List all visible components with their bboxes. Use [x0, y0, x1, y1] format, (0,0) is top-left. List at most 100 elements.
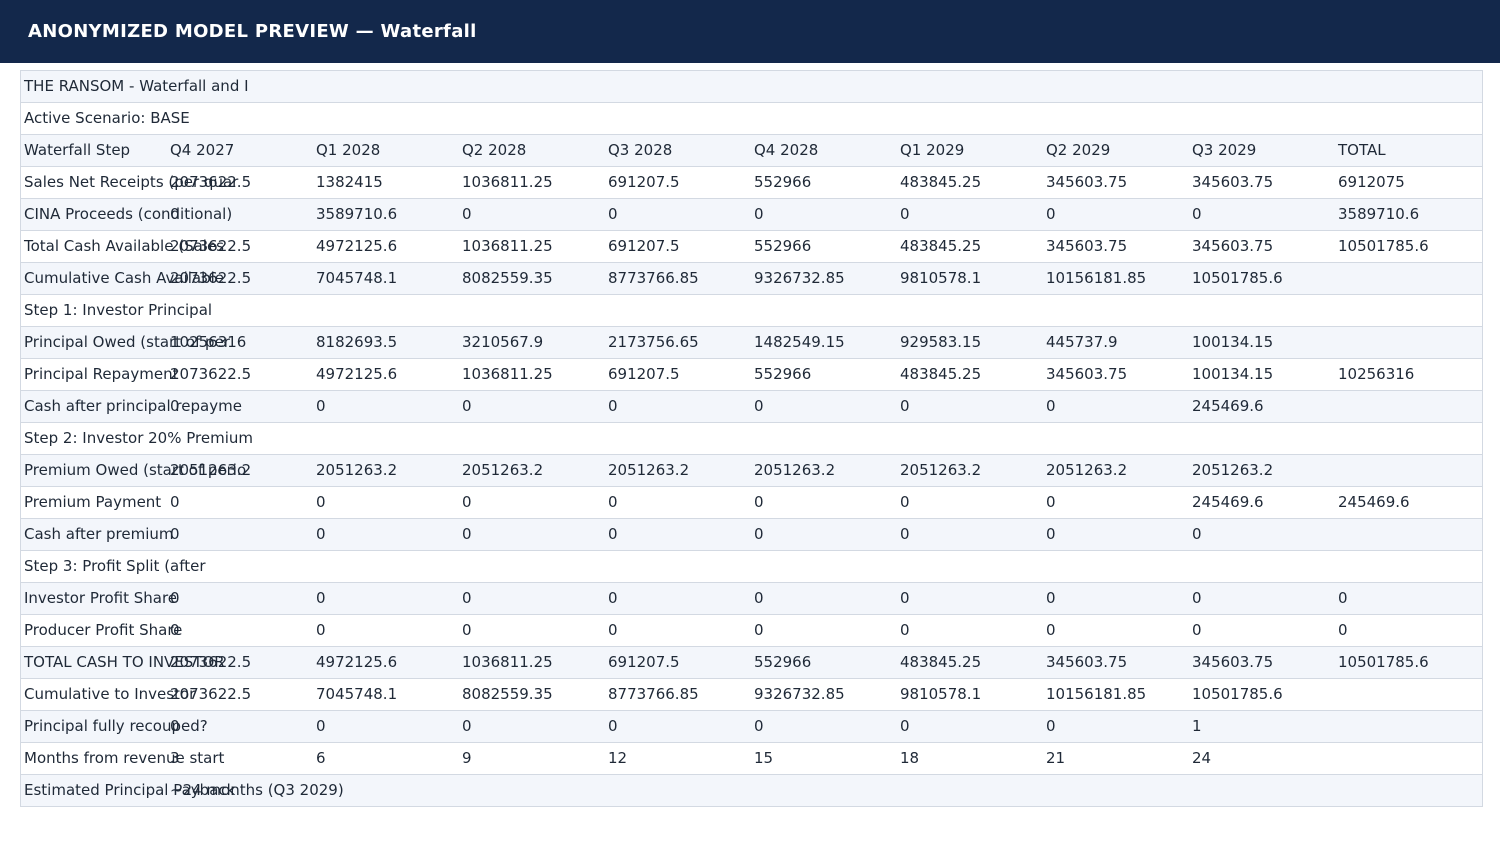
cell[interactable]: 345603.75	[1192, 237, 1274, 255]
cell[interactable]: 691207.5	[608, 237, 680, 255]
cell[interactable]: 2073622.5	[170, 237, 252, 255]
cell[interactable]: 0	[316, 493, 326, 511]
cell[interactable]: 2173756.65	[608, 333, 699, 351]
cell[interactable]: 3	[170, 749, 180, 767]
cell[interactable]: 2051263.2	[1192, 461, 1274, 479]
cell[interactable]: 0	[754, 717, 764, 735]
cell[interactable]: 0	[608, 621, 618, 639]
cell[interactable]: 10501785.6	[1192, 685, 1283, 703]
cell[interactable]: 15	[754, 749, 774, 767]
cell[interactable]: 2051263.2	[316, 461, 398, 479]
cell[interactable]: 8082559.35	[462, 269, 553, 287]
cell[interactable]: 552966	[754, 365, 812, 383]
cell[interactable]: 10156181.85	[1046, 685, 1147, 703]
cell[interactable]: 0	[1046, 397, 1056, 415]
cell[interactable]: 0	[316, 525, 326, 543]
cell[interactable]: 0	[170, 717, 180, 735]
cell[interactable]: 7045748.1	[316, 269, 398, 287]
cell[interactable]: 483845.25	[900, 365, 982, 383]
cell[interactable]: Step 2: Investor 20% Premium	[24, 429, 253, 447]
cell[interactable]: 8182693.5	[316, 333, 398, 351]
cell[interactable]: 10501785.6	[1338, 653, 1429, 671]
cell[interactable]: 483845.25	[900, 237, 982, 255]
cell[interactable]: 0	[1192, 589, 1202, 607]
cell[interactable]: 0	[1046, 205, 1056, 223]
cell[interactable]: 0	[316, 589, 326, 607]
cell[interactable]: 3210567.9	[462, 333, 544, 351]
cell[interactable]: 9810578.1	[900, 269, 982, 287]
cell[interactable]: Cash after premium	[24, 525, 174, 543]
cell[interactable]: 0	[462, 397, 472, 415]
cell[interactable]: 0	[462, 525, 472, 543]
cell[interactable]: 3589710.6	[316, 205, 398, 223]
cell[interactable]: 1382415	[316, 173, 383, 191]
cell[interactable]: Principal Repayment	[24, 365, 179, 383]
cell[interactable]: 0	[462, 717, 472, 735]
cell[interactable]: 0	[170, 525, 180, 543]
cell[interactable]: 1036811.25	[462, 173, 553, 191]
cell[interactable]: 4972125.6	[316, 653, 398, 671]
cell[interactable]: 2051263.2	[170, 461, 252, 479]
cell[interactable]: 483845.25	[900, 173, 982, 191]
cell[interactable]: 8082559.35	[462, 685, 553, 703]
cell[interactable]: 2073622.5	[170, 173, 252, 191]
cell[interactable]: 0	[1338, 621, 1348, 639]
cell[interactable]: 0	[608, 493, 618, 511]
cell[interactable]: 10501785.6	[1192, 269, 1283, 287]
cell[interactable]: 0	[900, 205, 910, 223]
cell[interactable]: 0	[1192, 525, 1202, 543]
cell[interactable]: Sales Net Receipts (per quar	[24, 173, 239, 191]
cell[interactable]: 483845.25	[900, 653, 982, 671]
cell[interactable]: 8773766.85	[608, 269, 699, 287]
cell[interactable]: 100134.15	[1192, 365, 1274, 383]
column-header[interactable]: Q1 2028	[316, 141, 381, 159]
cell[interactable]: 345603.75	[1046, 653, 1128, 671]
cell[interactable]: 445737.9	[1046, 333, 1118, 351]
cell[interactable]: 0	[170, 621, 180, 639]
cell[interactable]: 24	[1192, 749, 1212, 767]
cell[interactable]: 8773766.85	[608, 685, 699, 703]
cell[interactable]: 245469.6	[1192, 493, 1264, 511]
cell[interactable]: 552966	[754, 653, 812, 671]
cell[interactable]: 0	[1192, 205, 1202, 223]
cell[interactable]: 0	[754, 525, 764, 543]
cell[interactable]: 3589710.6	[1338, 205, 1420, 223]
cell[interactable]: 0	[1046, 493, 1056, 511]
cell[interactable]: 691207.5	[608, 365, 680, 383]
cell[interactable]: 0	[608, 525, 618, 543]
cell[interactable]: 10256316	[170, 333, 247, 351]
cell[interactable]: THE RANSOM - Waterfall and I	[24, 77, 249, 95]
cell[interactable]: 1	[1192, 717, 1202, 735]
cell[interactable]: 0	[170, 493, 180, 511]
cell[interactable]: Cumulative Cash Available	[24, 269, 225, 287]
cell[interactable]: 0	[608, 205, 618, 223]
cell[interactable]: 1482549.15	[754, 333, 845, 351]
column-header[interactable]: Q1 2029	[900, 141, 965, 159]
cell[interactable]: 0	[900, 717, 910, 735]
cell[interactable]: 9810578.1	[900, 685, 982, 703]
cell[interactable]: 691207.5	[608, 653, 680, 671]
cell[interactable]: 0	[462, 493, 472, 511]
cell[interactable]: 9326732.85	[754, 269, 845, 287]
cell[interactable]: 2051263.2	[1046, 461, 1128, 479]
cell[interactable]: Total Cash Available (Sales	[24, 237, 224, 255]
cell[interactable]: 0	[608, 717, 618, 735]
cell[interactable]: 929583.15	[900, 333, 982, 351]
cell[interactable]: 1036811.25	[462, 653, 553, 671]
cell[interactable]: 6912075	[1338, 173, 1405, 191]
cell[interactable]: 0	[316, 621, 326, 639]
cell[interactable]: 345603.75	[1046, 365, 1128, 383]
cell[interactable]: 245469.6	[1192, 397, 1264, 415]
cell[interactable]: 345603.75	[1192, 653, 1274, 671]
cell[interactable]: Principal fully recouped?	[24, 717, 208, 735]
cell[interactable]: 7045748.1	[316, 685, 398, 703]
column-header[interactable]: Q2 2029	[1046, 141, 1111, 159]
cell[interactable]: Premium Owed (start of perio	[24, 461, 247, 479]
cell[interactable]: 2073622.5	[170, 653, 252, 671]
cell[interactable]: 2051263.2	[608, 461, 690, 479]
cell[interactable]: 0	[316, 397, 326, 415]
cell[interactable]: 0	[900, 621, 910, 639]
cell[interactable]: 4972125.6	[316, 365, 398, 383]
cell[interactable]: 0	[1046, 525, 1056, 543]
column-header[interactable]: Q3 2028	[608, 141, 673, 159]
